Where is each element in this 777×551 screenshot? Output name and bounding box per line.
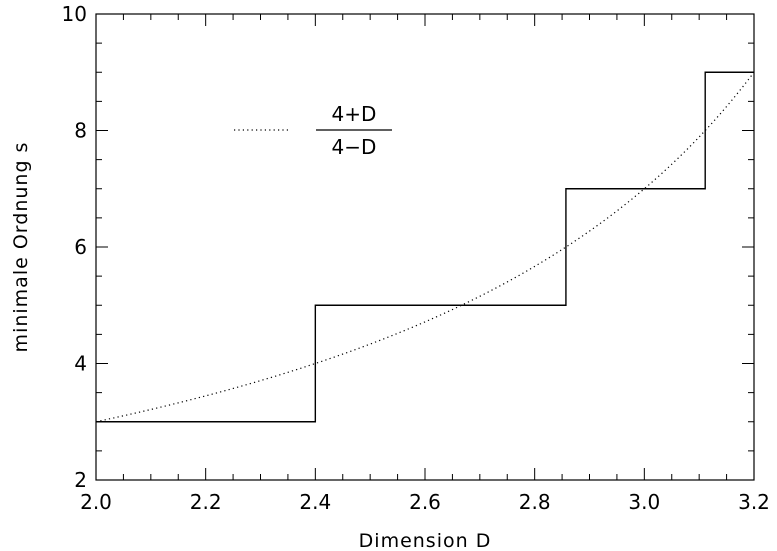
y-axis-label: minimale Ordnung s xyxy=(10,142,32,353)
x-tick-label: 2.0 xyxy=(80,490,112,514)
plot-frame xyxy=(96,14,754,480)
x-tick-label: 2.4 xyxy=(299,490,331,514)
step-series-line xyxy=(96,72,754,422)
y-tick-label: 8 xyxy=(74,119,87,143)
y-tick-label: 4 xyxy=(74,352,87,376)
x-tick-labels: 2.0 2.2 2.4 2.6 2.8 3.0 3.2 xyxy=(80,490,770,514)
series-layer xyxy=(96,72,754,422)
x-tick-label: 2.6 xyxy=(409,490,441,514)
y-tick-label: 2 xyxy=(74,468,87,492)
y-tick-labels: 2 4 6 8 10 xyxy=(62,2,87,492)
y-tick-label: 6 xyxy=(74,235,87,259)
x-tick-label: 2.2 xyxy=(190,490,222,514)
legend-denominator: 4−D xyxy=(332,135,377,159)
dotted-series-line xyxy=(96,72,754,422)
x-tick-label: 3.2 xyxy=(738,490,770,514)
x-axis-label: Dimension D xyxy=(359,530,492,551)
legend: 4+D 4−D xyxy=(234,102,392,159)
x-tick-label: 3.0 xyxy=(628,490,660,514)
y-tick-label: 10 xyxy=(62,2,87,26)
legend-numerator: 4+D xyxy=(332,102,377,126)
x-tick-label: 2.8 xyxy=(519,490,551,514)
axis-ticks xyxy=(96,14,754,480)
